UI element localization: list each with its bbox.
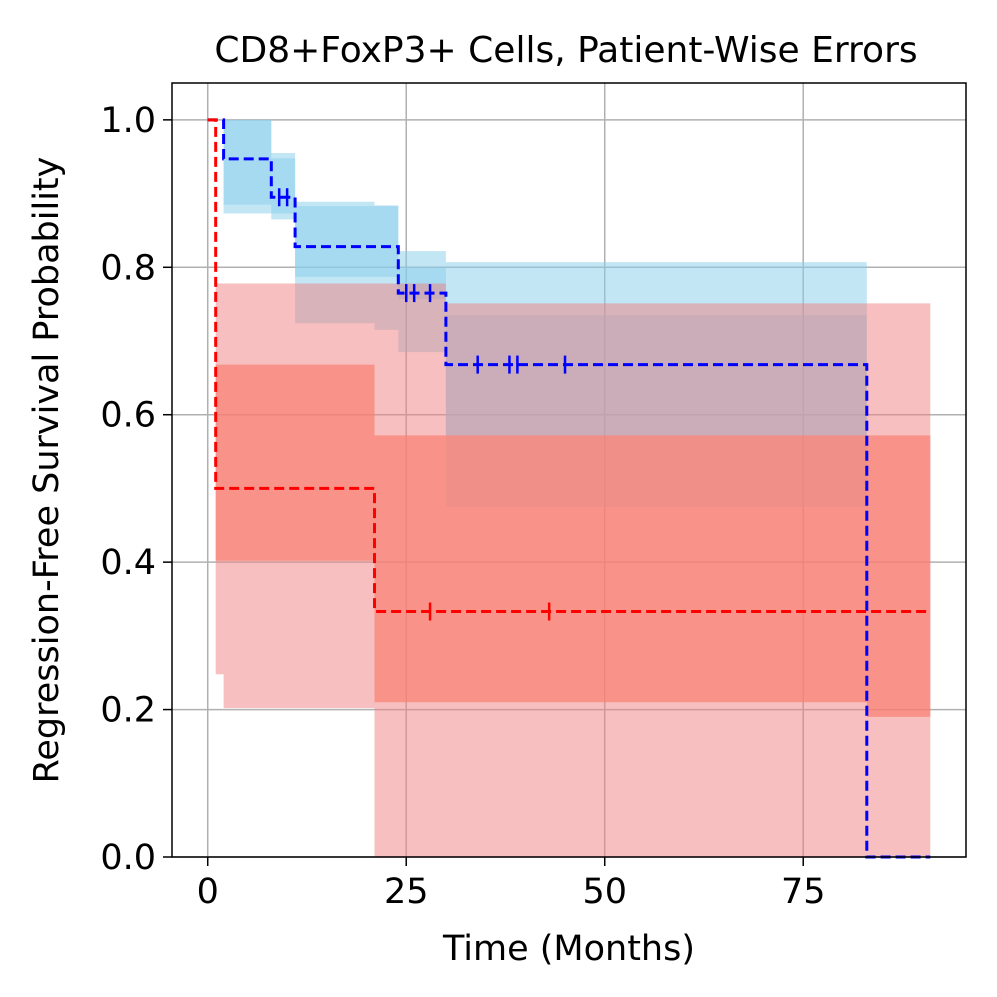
red-confidence-band xyxy=(207,119,931,717)
y-tick-label: 0.6 xyxy=(100,396,156,436)
red-survival-curve xyxy=(207,118,931,613)
x-tick-label: 25 xyxy=(384,872,429,912)
x-axis-label: Time (Months) xyxy=(442,929,695,969)
chart-title: CD8+FoxP3+ Cells, Patient-Wise Errors xyxy=(214,30,917,71)
axis-ticks: 0 25 50 75 0.0 0.2 0.4 0.6 0.8 1.0 xyxy=(100,101,825,912)
y-axis-label: Regression-Free Survival Probability xyxy=(27,157,67,784)
y-tick-label: 0.2 xyxy=(100,691,156,731)
plot-frame xyxy=(171,82,967,858)
x-tick-label: 75 xyxy=(781,872,826,912)
confidence-bands xyxy=(207,119,931,857)
y-tick-label: 0.0 xyxy=(100,838,156,878)
survival-curves xyxy=(207,118,931,859)
y-tick-label: 0.8 xyxy=(100,248,156,288)
y-tick-label: 0.4 xyxy=(100,543,156,583)
x-tick-label: 50 xyxy=(582,872,627,912)
censor-marks xyxy=(277,188,567,621)
y-tick-label: 1.0 xyxy=(100,101,156,141)
x-tick-label: 0 xyxy=(197,872,219,912)
blue-survival-curve xyxy=(207,118,931,859)
